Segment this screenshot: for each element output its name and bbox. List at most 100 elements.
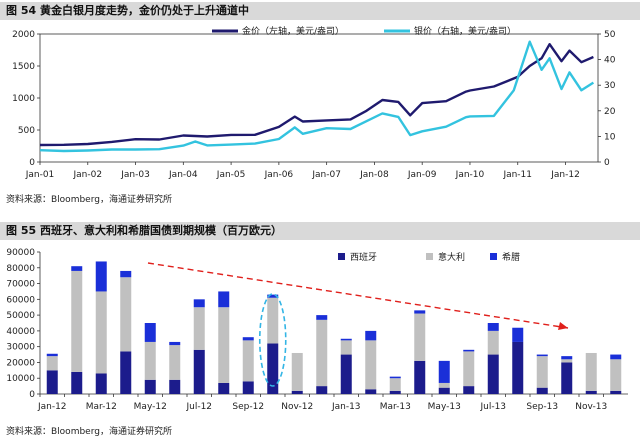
- spain-bar: [242, 381, 254, 394]
- x-tick-label: Mar-12: [86, 402, 117, 412]
- greece-bar: [487, 323, 499, 331]
- left-tick-label: 500: [18, 126, 35, 136]
- legend-spain-swatch: [338, 253, 345, 260]
- spain-bar: [365, 389, 377, 394]
- spain-bar: [71, 371, 83, 394]
- legend-greece-swatch: [490, 253, 497, 260]
- spain-bar: [144, 379, 156, 394]
- x-tick-label: Jan-10: [455, 170, 485, 180]
- y-tick-label: 0: [29, 390, 35, 400]
- y-tick-label: 30000: [6, 343, 35, 353]
- right-tick-label: 40: [604, 56, 616, 66]
- spain-bar: [536, 387, 548, 394]
- spain-bar: [95, 373, 107, 394]
- spain-bar: [218, 382, 230, 394]
- spain-bar: [193, 349, 205, 394]
- x-tick-label: Jan-02: [72, 170, 102, 180]
- y-tick-label: 40000: [6, 327, 35, 337]
- greece-bar: [267, 294, 279, 298]
- italy-bar: [95, 291, 107, 374]
- silver-price-line: [39, 40, 595, 153]
- italy-bar: [218, 307, 230, 383]
- spain-bar: [291, 390, 303, 394]
- x-tick-label: Jan-01: [25, 170, 55, 180]
- greece-bar: [365, 330, 377, 341]
- legend-italy-label: 意大利: [438, 251, 465, 263]
- greece-bar: [71, 266, 83, 271]
- greece-bar: [218, 291, 230, 308]
- y-tick-label: 80000: [6, 264, 35, 274]
- spain-bar: [610, 390, 622, 394]
- y-tick-label: 60000: [6, 295, 35, 305]
- spain-bar: [585, 390, 597, 394]
- spain-bar: [487, 354, 499, 394]
- y-tick-label: 10000: [6, 374, 35, 384]
- x-tick-label: Nov-12: [281, 402, 313, 412]
- x-tick-label: Jan-05: [216, 170, 246, 180]
- x-tick-label: Mar-13: [380, 402, 411, 412]
- spain-bar: [463, 386, 475, 394]
- x-tick-label: Jan-13: [331, 402, 361, 412]
- spain-bar: [389, 390, 401, 394]
- left-tick-label: 2000: [12, 30, 35, 40]
- greece-bar: [340, 338, 352, 341]
- trend-arrow-head: [558, 322, 568, 330]
- figure-55-source: 资料来源：Bloomberg，海通证券研究所: [6, 427, 172, 437]
- spain-bar: [46, 370, 58, 394]
- right-tick-label: 20: [604, 107, 616, 117]
- x-tick-label: Sep-12: [232, 402, 264, 412]
- right-tick-label: 30: [604, 81, 616, 91]
- bond-maturity-chart: 0 10000 20000 30000 40000 50000 60000 70000 8000…: [6, 248, 628, 412]
- greece-bar: [389, 376, 401, 379]
- right-tick-label: 10: [604, 132, 616, 142]
- left-tick-label: 0: [29, 158, 35, 168]
- highlight-ellipse: [258, 293, 287, 387]
- italy-bar: [463, 351, 475, 387]
- italy-bar: [242, 340, 254, 382]
- spain-bar: [316, 386, 328, 394]
- x-tick-label: Jan-12: [550, 170, 580, 180]
- italy-bar: [193, 307, 205, 350]
- legend-italy-swatch: [426, 253, 433, 260]
- x-tick-label: Sep-13: [526, 402, 558, 412]
- greece-bar: [610, 354, 622, 360]
- italy-bar: [291, 352, 303, 391]
- legend-greece-label: 希腊: [502, 251, 520, 263]
- greece-bar: [46, 353, 58, 357]
- italy-bar: [46, 356, 58, 371]
- greece-bar: [536, 354, 548, 357]
- greece-bar: [95, 261, 107, 292]
- italy-bar: [71, 270, 83, 372]
- italy-bar: [610, 359, 622, 391]
- x-tick-label: Jan-09: [407, 170, 437, 180]
- spain-bar: [512, 341, 524, 394]
- spain-bar: [414, 360, 426, 394]
- x-tick-label: Nov-13: [575, 402, 607, 412]
- spain-bar: [340, 354, 352, 394]
- greece-bar: [512, 327, 524, 342]
- right-tick-label: 50: [604, 30, 616, 40]
- italy-bar: [144, 341, 156, 380]
- italy-bar: [316, 319, 328, 387]
- left-tick-label: 1500: [12, 62, 35, 72]
- gold-price-line: [39, 43, 594, 147]
- y-tick-label: 50000: [6, 311, 35, 321]
- x-tick-label: Jan-07: [311, 170, 341, 180]
- x-tick-label: Jan-11: [502, 170, 532, 180]
- y-tick-label: 20000: [6, 358, 35, 368]
- italy-bar: [365, 340, 377, 390]
- spain-bar: [120, 351, 132, 394]
- spain-bar: [267, 343, 279, 394]
- legend-gold-label: 金价（左轴，美元/盎司）: [242, 25, 344, 37]
- x-tick-label: May-13: [428, 402, 461, 412]
- x-tick-label: Jan-12: [37, 402, 67, 412]
- italy-bar: [561, 359, 573, 363]
- spain-bar: [169, 379, 181, 394]
- x-tick-label: Jul-12: [185, 402, 212, 412]
- greece-bar: [463, 349, 475, 352]
- x-tick-label: Jan-08: [359, 170, 389, 180]
- y-tick-label: 90000: [6, 248, 35, 258]
- x-tick-label: Jul-13: [479, 402, 506, 412]
- figure-55-title: 图 55 西班牙、意大利和希腊国债到期规模（百万欧元）: [0, 222, 640, 240]
- plot-frame: [39, 33, 599, 163]
